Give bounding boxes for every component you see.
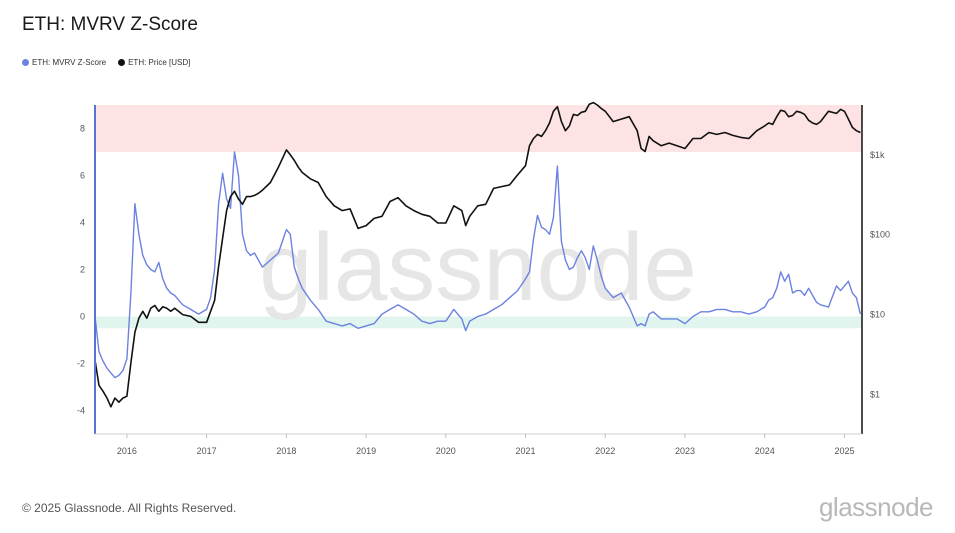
x-tick-label: 2023 bbox=[675, 446, 695, 456]
legend-label-price: ETH: Price [USD] bbox=[128, 58, 191, 67]
y-axis-left: 8 6 4 2 0 -2 -4 bbox=[77, 124, 85, 416]
y-right-tick-label: $10 bbox=[870, 310, 885, 320]
footer-copyright: © 2025 Glassnode. All Rights Reserved. bbox=[22, 501, 237, 515]
brand-logo: glassnode bbox=[818, 492, 934, 522]
x-axis: 2016 2017 2018 2019 2020 2021 2022 2023 2024 2025 bbox=[117, 434, 854, 456]
x-tick-label: 2020 bbox=[436, 446, 456, 456]
x-tick-label: 2017 bbox=[197, 446, 217, 456]
y-left-tick-label: 4 bbox=[80, 218, 85, 228]
x-tick-label: 2016 bbox=[117, 446, 137, 456]
series-line-eth-price[interactable] bbox=[94, 101, 861, 408]
legend-label-mvrv: ETH: MVRV Z-Score bbox=[32, 58, 107, 67]
bands-layer bbox=[95, 105, 862, 329]
legend-dot-mvrv bbox=[22, 59, 29, 66]
band-overvalued bbox=[95, 105, 862, 152]
x-tick-label: 2025 bbox=[834, 446, 854, 456]
x-tick-label: 2021 bbox=[516, 446, 536, 456]
chart-legend: ETH: MVRV Z-Score ETH: Price [USD] bbox=[22, 58, 190, 67]
x-tick-label: 2018 bbox=[276, 446, 296, 456]
series-line-mvrv-zscore[interactable] bbox=[94, 151, 862, 379]
y-axis-right: $1k $100 $10 $1 bbox=[870, 150, 890, 400]
legend-dot-price bbox=[118, 59, 126, 66]
chart-title: ETH: MVRV Z-Score bbox=[22, 14, 198, 35]
y-left-tick-label: -2 bbox=[77, 359, 85, 369]
y-left-tick-label: -4 bbox=[77, 406, 85, 416]
band-undervalued bbox=[95, 316, 862, 329]
y-left-tick-label: 8 bbox=[80, 124, 85, 134]
y-left-tick-label: 0 bbox=[80, 312, 85, 322]
y-left-tick-label: 2 bbox=[80, 265, 85, 275]
legend-item-mvrv[interactable]: ETH: MVRV Z-Score bbox=[22, 58, 106, 67]
x-tick-label: 2019 bbox=[356, 446, 376, 456]
x-tick-label: 2024 bbox=[755, 446, 775, 456]
y-right-tick-label: $1 bbox=[870, 389, 880, 399]
x-tick-label: 2022 bbox=[595, 446, 615, 456]
legend-item-price[interactable]: ETH: Price [USD] bbox=[118, 58, 190, 67]
y-right-tick-label: $100 bbox=[870, 230, 890, 240]
y-left-tick-label: 6 bbox=[80, 171, 85, 181]
y-right-tick-label: $1k bbox=[870, 150, 885, 160]
series-layer bbox=[94, 101, 862, 408]
watermark-text: glassnode bbox=[259, 214, 697, 321]
